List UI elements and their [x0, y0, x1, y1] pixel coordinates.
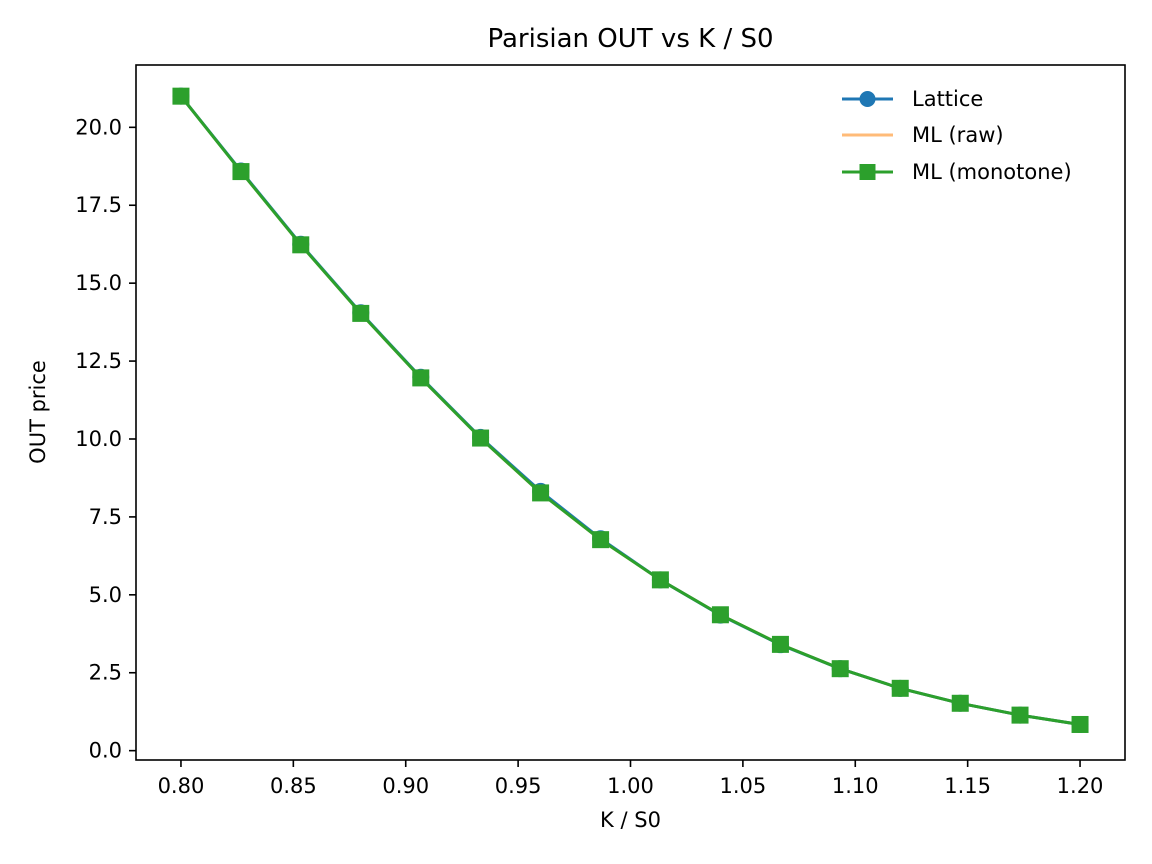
data-point-2-4 [412, 369, 430, 387]
x-tick-label-0: 0.80 [158, 774, 205, 798]
x-tick-label-4: 1.00 [607, 774, 654, 798]
data-point-2-6 [532, 484, 550, 502]
x-tick-label-7: 1.15 [944, 774, 991, 798]
series-line-0 [179, 94, 1082, 726]
y-tick-label-0: 0.0 [89, 739, 122, 763]
data-point-2-2 [292, 236, 310, 254]
data-point-2-1 [232, 163, 250, 181]
legend-label-0: Lattice [912, 87, 983, 111]
x-tick-label-5: 1.05 [720, 774, 767, 798]
y-tick-label-2: 5.0 [89, 583, 122, 607]
data-point-2-5 [472, 429, 490, 447]
data-point-2-9 [711, 606, 729, 624]
legend-marker-2 [859, 164, 876, 180]
data-point-2-8 [651, 571, 669, 589]
y-tick-label-1: 2.5 [89, 661, 122, 685]
x-axis-label: K / S0 [600, 808, 661, 832]
x-tick-label-6: 1.10 [832, 774, 879, 798]
data-point-2-11 [831, 660, 849, 678]
legend: Lattice ML (raw) ML (monotone) [842, 87, 1072, 184]
y-tick-label-3: 7.5 [89, 505, 122, 529]
y-tick-label-7: 17.5 [75, 193, 122, 217]
legend-label-2: ML (monotone) [912, 160, 1072, 184]
data-point-2-7 [592, 531, 610, 549]
y-axis-label: OUT price [26, 360, 50, 464]
x-tick-label-1: 0.85 [270, 774, 317, 798]
y-tick-label-4: 10.0 [75, 427, 122, 451]
data-point-2-10 [771, 635, 789, 653]
axes: 0.80 0.85 0.90 0.95 1.00 1.05 1.10 1.15 1.20 0.0 2… [75, 64, 1126, 798]
data-point-2-14 [1011, 706, 1029, 724]
series-line-2 [179, 94, 1082, 726]
data-point-2-3 [352, 304, 370, 322]
legend-marker-0 [859, 91, 876, 107]
x-tick-label-8: 1.20 [1057, 774, 1104, 798]
data-point-2-15 [1071, 715, 1089, 733]
x-tick-label-3: 0.95 [495, 774, 542, 798]
x-tick-label-2: 0.90 [382, 774, 429, 798]
data-point-2-0 [172, 87, 190, 105]
chart-title: Parisian OUT vs K / S0 [487, 24, 774, 54]
series-line-1 [179, 94, 1082, 726]
y-tick-label-6: 15.0 [75, 271, 122, 295]
data-point-2-13 [951, 694, 969, 712]
legend-label-1: ML (raw) [912, 123, 1004, 147]
data-point-2-12 [891, 679, 909, 697]
y-tick-label-8: 20.0 [75, 115, 122, 139]
y-tick-label-5: 12.5 [75, 349, 122, 373]
plot-area [172, 87, 1089, 733]
